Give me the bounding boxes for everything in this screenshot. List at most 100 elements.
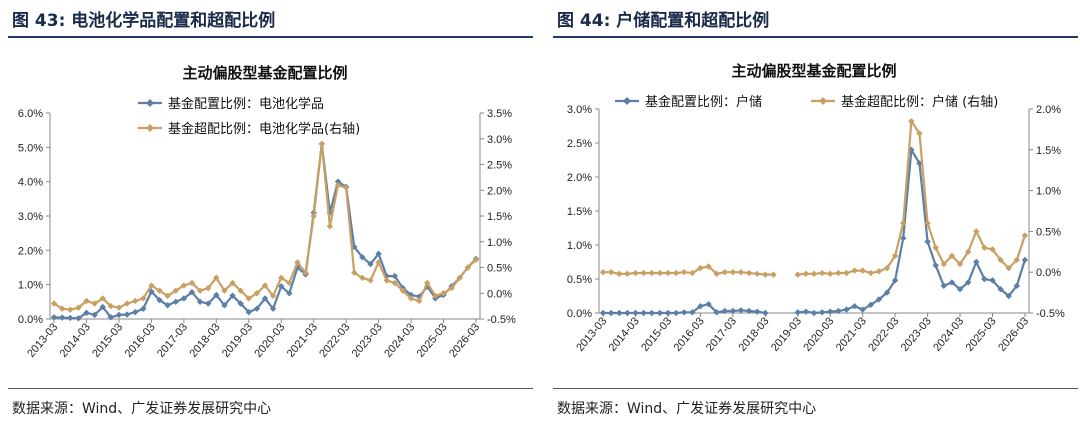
y-tick-label: 6.0% xyxy=(18,108,43,120)
y-tick-label: 2.0% xyxy=(567,172,592,184)
y-tick-label: 1.5% xyxy=(567,206,592,218)
title-rule xyxy=(8,36,533,38)
y-tick-label: 3.0% xyxy=(567,104,592,116)
y-tick-label: 3.0% xyxy=(18,211,43,223)
y-tick-label: 0.0% xyxy=(18,314,43,326)
x-tick-label: 2018-03 xyxy=(187,321,222,360)
figure-caption: 电池化学品配置和超配比例 xyxy=(71,11,276,31)
x-tick-label: 2020-03 xyxy=(801,315,836,354)
x-tick-label: 2026-03 xyxy=(996,315,1031,354)
data-point-2 xyxy=(205,284,212,292)
data-point-2 xyxy=(810,270,818,278)
data-point-2 xyxy=(302,269,309,276)
data-point-2 xyxy=(867,269,874,277)
x-tick-label: 2014-03 xyxy=(58,321,93,360)
legend-label: 基金超配比例：户储 (右轴) xyxy=(841,94,998,110)
data-point-1 xyxy=(867,301,874,309)
y-tick-label: 5.0% xyxy=(18,142,43,154)
data-point-1 xyxy=(843,306,850,313)
data-point-2 xyxy=(140,295,147,302)
y-tick-label: 1.0% xyxy=(18,280,43,292)
x-tick-label: 2025-03 xyxy=(964,315,999,354)
data-point-1 xyxy=(616,309,623,317)
data-point-2 xyxy=(399,287,407,294)
data-point-2 xyxy=(794,271,801,278)
data-point-2 xyxy=(859,267,866,274)
data-point-1 xyxy=(334,178,342,185)
data-point-2 xyxy=(415,297,423,305)
data-point-2 xyxy=(721,269,728,276)
data-point-2 xyxy=(196,287,204,294)
data-point-1 xyxy=(940,282,948,289)
data-point-2 xyxy=(997,256,1004,264)
data-point-1 xyxy=(818,309,826,316)
data-point-2 xyxy=(729,269,737,276)
bottom-rule xyxy=(553,388,1078,389)
data-point-2 xyxy=(599,269,607,276)
figure-panel-43: 图 43: 电池化学品配置和超配比例 主动偏股型基金配置比例 0.0% 1.0% 2.… xyxy=(8,0,533,424)
data-point-1 xyxy=(973,258,980,266)
data-point-2 xyxy=(432,292,439,300)
data-point-2 xyxy=(351,269,358,276)
data-point-1 xyxy=(672,309,680,317)
data-point-2 xyxy=(745,269,753,277)
x-tick-label: 2016-03 xyxy=(672,315,707,354)
x-tick-label: 2013-03 xyxy=(25,321,60,360)
figure-title: 图 44: 户储配置和超配比例 xyxy=(557,6,769,31)
data-point-2 xyxy=(737,269,745,276)
figure-title: 图 43: 电池化学品配置和超配比例 xyxy=(12,6,275,31)
data-point-1 xyxy=(213,291,220,299)
data-point-1 xyxy=(891,277,899,284)
legend-swatch-marker xyxy=(146,99,154,107)
data-point-2 xyxy=(172,287,179,294)
data-point-1 xyxy=(648,309,655,317)
data-point-2 xyxy=(440,290,447,297)
source-note: 数据来源：Wind、广发证券发展研究中心 xyxy=(557,401,817,417)
y2-tick-label: 0.0% xyxy=(1036,267,1061,279)
x-tick-label: 2021-03 xyxy=(285,321,320,360)
y2-tick-label: 1.0% xyxy=(1036,186,1061,198)
data-point-1 xyxy=(632,309,639,317)
data-point-2 xyxy=(334,181,342,189)
data-point-2 xyxy=(310,212,317,220)
y2-tick-label: 0.0% xyxy=(487,288,512,300)
y2-tick-label: -0.5% xyxy=(1036,308,1065,320)
data-point-2 xyxy=(472,256,480,263)
y2-tick-label: 0.5% xyxy=(1036,226,1061,238)
data-point-2 xyxy=(245,295,252,302)
data-point-2 xyxy=(1013,256,1021,264)
data-point-2 xyxy=(802,270,810,278)
data-point-1 xyxy=(107,314,115,321)
x-tick-label: 2017-03 xyxy=(704,315,739,354)
data-point-1 xyxy=(83,309,90,317)
data-point-1 xyxy=(835,307,842,315)
x-tick-label: 2014-03 xyxy=(607,315,642,354)
x-tick-label: 2013-03 xyxy=(574,315,609,354)
data-point-2 xyxy=(973,228,980,235)
data-point-2 xyxy=(107,302,115,310)
data-point-2 xyxy=(269,292,277,300)
data-point-2 xyxy=(375,259,382,266)
data-point-1 xyxy=(237,300,244,307)
data-point-2 xyxy=(67,306,74,313)
data-point-2 xyxy=(99,295,106,302)
data-point-2 xyxy=(383,277,390,284)
y2-tick-label: 2.0% xyxy=(1036,104,1061,116)
figure-panel-44: 图 44: 户储配置和超配比例 主动偏股型基金配置比例 0.0% 0.5% 1.0% 1… xyxy=(553,0,1078,424)
data-point-2 xyxy=(762,271,769,278)
data-point-2 xyxy=(407,295,415,302)
y2-tick-label: 1.0% xyxy=(487,237,512,249)
legend-swatch-marker xyxy=(146,124,154,132)
data-point-1 xyxy=(50,314,58,321)
data-point-2 xyxy=(286,279,293,287)
x-tick-label: 2024-03 xyxy=(931,315,966,354)
data-point-2 xyxy=(229,279,236,287)
data-point-1 xyxy=(810,309,818,317)
data-point-2 xyxy=(213,274,220,281)
chart-home-storage: 主动偏股型基金配置比例 0.0% 0.5% 1.0% 1.5% 2.0% 2.5% 3.0% -… xyxy=(567,62,1065,354)
data-point-2 xyxy=(835,269,842,277)
data-point-2 xyxy=(932,244,939,251)
data-point-2 xyxy=(123,300,131,307)
data-point-1 xyxy=(932,262,939,269)
data-point-1 xyxy=(640,309,647,317)
